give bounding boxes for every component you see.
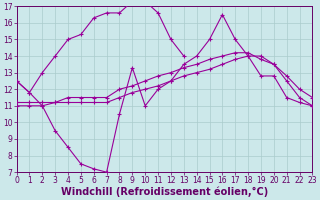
- X-axis label: Windchill (Refroidissement éolien,°C): Windchill (Refroidissement éolien,°C): [61, 187, 268, 197]
